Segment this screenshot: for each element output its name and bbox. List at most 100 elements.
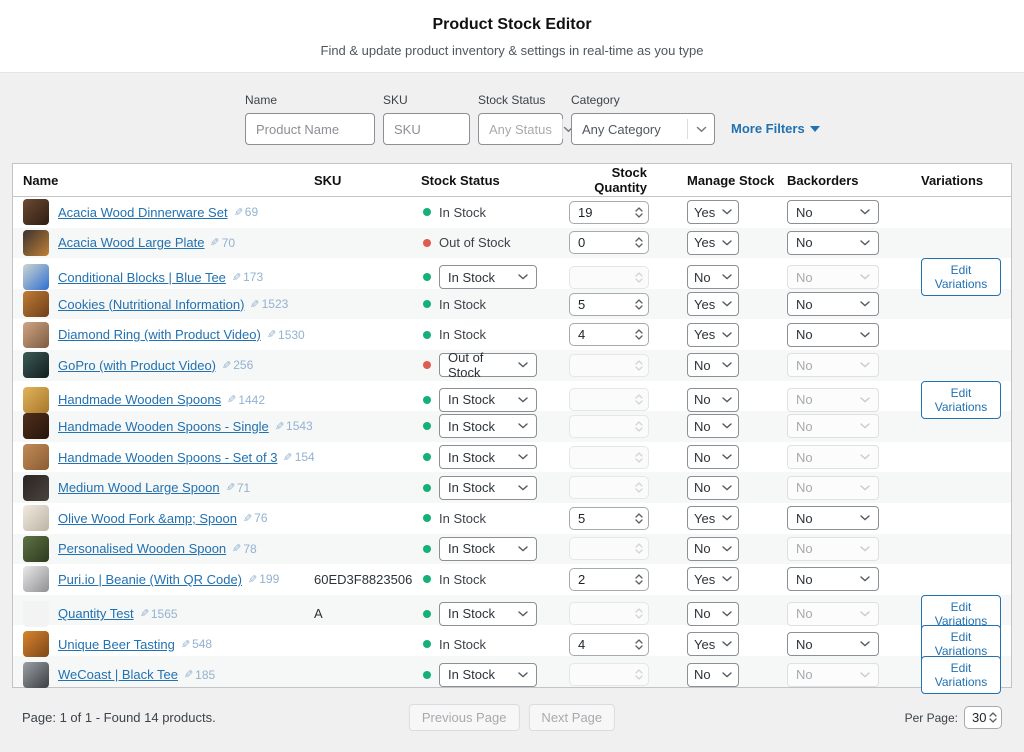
stock-status-select[interactable]: Any Status [478, 113, 574, 145]
stepper-arrows-icon[interactable] [635, 543, 643, 555]
stock-status-dropdown[interactable]: In Stock [439, 414, 537, 439]
product-name-link[interactable]: Quantity Test [58, 606, 134, 622]
stepper-arrows-icon[interactable] [635, 298, 643, 310]
quantity-stepper[interactable]: 4 [569, 323, 649, 347]
product-name-link[interactable]: Handmade Wooden Spoons [58, 392, 222, 408]
stock-status-dropdown[interactable]: Out of Stock [439, 350, 537, 380]
manage-stock-dropdown[interactable]: Yes [687, 230, 739, 255]
product-edit-id[interactable]: ✎ 173 [232, 270, 263, 284]
stock-status-dropdown[interactable]: In Stock [439, 601, 537, 626]
chevron-down-icon [860, 515, 870, 521]
product-edit-id[interactable]: ✎ 78 [232, 542, 257, 556]
category-select[interactable]: Any Category [571, 113, 715, 145]
manage-stock-dropdown[interactable]: No [687, 414, 739, 439]
product-edit-id[interactable]: ✎ 185 [184, 668, 215, 682]
product-name-link[interactable]: Diamond Ring (with Product Video) [58, 327, 261, 343]
manage-stock-dropdown[interactable]: Yes [687, 506, 739, 531]
stock-status-dropdown[interactable]: In Stock [439, 265, 537, 290]
product-edit-id[interactable]: ✎ 1565 [140, 607, 178, 621]
product-edit-id[interactable]: ✎ 1543 [275, 419, 313, 433]
quantity-stepper[interactable]: 5 [569, 292, 649, 316]
backorders-dropdown[interactable]: No [787, 322, 879, 347]
stepper-arrows-icon[interactable] [635, 451, 643, 463]
stock-status-dropdown[interactable]: In Stock [439, 387, 537, 412]
stepper-arrows-icon[interactable] [635, 574, 643, 585]
stepper-arrows-icon[interactable] [989, 712, 997, 723]
previous-page-button[interactable]: Previous Page [408, 704, 520, 731]
backorders-dropdown[interactable]: No [787, 292, 879, 317]
product-name-link[interactable]: Unique Beer Tasting [58, 636, 175, 652]
product-name-link[interactable]: Handmade Wooden Spoons - Single [58, 418, 269, 434]
product-edit-id[interactable]: ✎ 548 [181, 637, 212, 651]
manage-stock-dropdown[interactable]: No [687, 353, 739, 378]
manage-stock-dropdown[interactable]: No [687, 265, 739, 290]
stock-status-dropdown[interactable]: In Stock [439, 475, 537, 500]
manage-stock-dropdown[interactable]: No [687, 601, 739, 626]
stepper-arrows-icon[interactable] [635, 512, 643, 524]
quantity-stepper[interactable]: 0 [569, 231, 649, 255]
product-edit-id[interactable]: ✎ 69 [234, 205, 259, 219]
stepper-arrows-icon[interactable] [635, 608, 643, 620]
stock-status-dropdown[interactable]: In Stock [439, 662, 537, 687]
quantity-stepper[interactable]: 4 [569, 632, 649, 656]
manage-stock-dropdown[interactable]: Yes [687, 200, 739, 225]
manage-stock-dropdown[interactable]: Yes [687, 322, 739, 347]
manage-stock-dropdown[interactable]: Yes [687, 567, 739, 592]
product-edit-id[interactable]: ✎ 1542 [283, 450, 314, 464]
backorders-dropdown[interactable]: No [787, 230, 879, 255]
stepper-arrows-icon[interactable] [635, 482, 643, 494]
stepper-arrows-icon[interactable] [635, 394, 643, 405]
product-name-link[interactable]: Puri.io | Beanie (With QR Code) [58, 571, 242, 587]
product-name-link[interactable]: GoPro (with Product Video) [58, 357, 216, 373]
stepper-arrows-icon[interactable] [635, 359, 643, 371]
product-edit-id[interactable]: ✎ 70 [210, 236, 235, 250]
stepper-arrows-icon[interactable] [635, 669, 643, 681]
stepper-arrows-icon[interactable] [635, 271, 643, 283]
manage-stock-dropdown[interactable]: No [687, 475, 739, 500]
manage-stock-dropdown[interactable]: Yes [687, 292, 739, 317]
edit-variations-button[interactable]: Edit Variations [921, 258, 1001, 297]
stepper-arrows-icon[interactable] [635, 329, 643, 341]
quantity-stepper[interactable]: 19 [569, 200, 649, 224]
edit-variations-button[interactable]: Edit Variations [921, 655, 1001, 694]
product-name-input[interactable] [245, 113, 375, 145]
backorders-dropdown[interactable]: No [787, 632, 879, 657]
product-edit-id[interactable]: ✎ 199 [248, 572, 279, 586]
stepper-arrows-icon[interactable] [635, 638, 643, 650]
manage-stock-dropdown[interactable]: Yes [687, 632, 739, 657]
product-name-link[interactable]: Cookies (Nutritional Information) [58, 296, 245, 312]
product-edit-id[interactable]: ✎ 256 [222, 358, 253, 372]
sku-input[interactable] [383, 113, 470, 145]
product-name-link[interactable]: Acacia Wood Large Plate [58, 235, 205, 251]
product-name-link[interactable]: Olive Wood Fork &amp; Spoon [58, 510, 237, 526]
product-name-link[interactable]: Acacia Wood Dinnerware Set [58, 204, 228, 220]
backorders-dropdown[interactable]: No [787, 506, 879, 531]
quantity-stepper[interactable]: 2 [569, 567, 649, 591]
stepper-arrows-icon[interactable] [635, 421, 643, 432]
per-page-stepper[interactable]: 30 [964, 706, 1002, 729]
product-name-link[interactable]: Medium Wood Large Spoon [58, 480, 220, 496]
backorders-dropdown[interactable]: No [787, 200, 879, 225]
product-edit-id[interactable]: ✎ 71 [226, 481, 251, 495]
backorders-dropdown[interactable]: No [787, 567, 879, 592]
more-filters-link[interactable]: More Filters [731, 121, 820, 136]
product-edit-id[interactable]: ✎ 1442 [227, 393, 265, 407]
product-name-link[interactable]: Handmade Wooden Spoons - Set of 3 [58, 449, 278, 465]
product-edit-id[interactable]: ✎ 1523 [250, 297, 288, 311]
manage-stock-dropdown[interactable]: No [687, 536, 739, 561]
product-name-link[interactable]: Conditional Blocks | Blue Tee [58, 269, 226, 285]
edit-variations-button[interactable]: Edit Variations [921, 380, 1001, 419]
manage-stock-dropdown[interactable]: No [687, 387, 739, 412]
stepper-arrows-icon[interactable] [635, 206, 643, 218]
next-page-button[interactable]: Next Page [528, 704, 616, 731]
product-edit-id[interactable]: ✎ 1530 [267, 328, 305, 342]
quantity-stepper[interactable]: 5 [569, 506, 649, 530]
stepper-arrows-icon[interactable] [635, 237, 643, 249]
stock-status-dropdown[interactable]: In Stock [439, 536, 537, 561]
manage-stock-dropdown[interactable]: No [687, 445, 739, 470]
product-name-link[interactable]: WeCoast | Black Tee [58, 667, 178, 683]
manage-stock-dropdown[interactable]: No [687, 662, 739, 687]
stock-status-dropdown[interactable]: In Stock [439, 445, 537, 470]
product-edit-id[interactable]: ✎ 76 [243, 511, 268, 525]
product-name-link[interactable]: Personalised Wooden Spoon [58, 541, 227, 557]
